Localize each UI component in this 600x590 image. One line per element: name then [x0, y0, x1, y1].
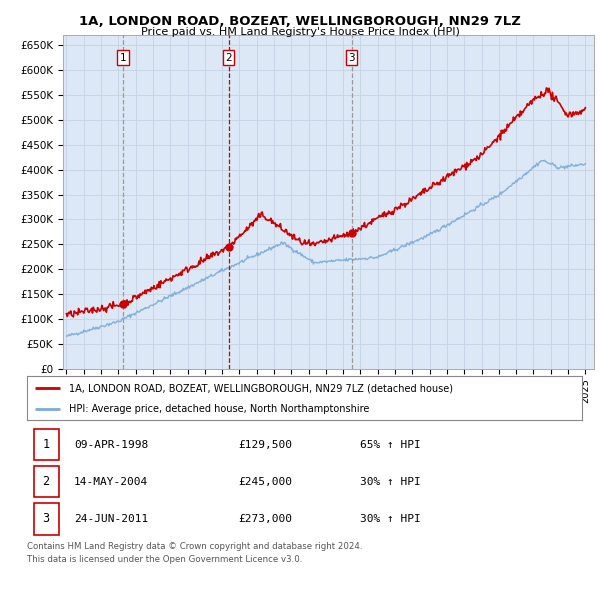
FancyBboxPatch shape — [34, 429, 59, 460]
Text: 1A, LONDON ROAD, BOZEAT, WELLINGBOROUGH, NN29 7LZ (detached house): 1A, LONDON ROAD, BOZEAT, WELLINGBOROUGH,… — [68, 384, 452, 393]
Text: 30% ↑ HPI: 30% ↑ HPI — [360, 477, 421, 487]
Text: 2: 2 — [43, 475, 50, 489]
Text: £273,000: £273,000 — [238, 514, 292, 524]
Text: 2: 2 — [225, 53, 232, 63]
FancyBboxPatch shape — [34, 503, 59, 535]
Text: 30% ↑ HPI: 30% ↑ HPI — [360, 514, 421, 524]
Text: 1: 1 — [120, 53, 127, 63]
Text: 09-APR-1998: 09-APR-1998 — [74, 440, 148, 450]
Text: HPI: Average price, detached house, North Northamptonshire: HPI: Average price, detached house, Nort… — [68, 404, 369, 414]
Text: 24-JUN-2011: 24-JUN-2011 — [74, 514, 148, 524]
Text: Price paid vs. HM Land Registry's House Price Index (HPI): Price paid vs. HM Land Registry's House … — [140, 27, 460, 37]
Text: 1A, LONDON ROAD, BOZEAT, WELLINGBOROUGH, NN29 7LZ: 1A, LONDON ROAD, BOZEAT, WELLINGBOROUGH,… — [79, 15, 521, 28]
Text: This data is licensed under the Open Government Licence v3.0.: This data is licensed under the Open Gov… — [27, 555, 302, 564]
Text: 3: 3 — [348, 53, 355, 63]
FancyBboxPatch shape — [34, 466, 59, 497]
Text: Contains HM Land Registry data © Crown copyright and database right 2024.: Contains HM Land Registry data © Crown c… — [27, 542, 362, 551]
Text: 65% ↑ HPI: 65% ↑ HPI — [360, 440, 421, 450]
Text: £245,000: £245,000 — [238, 477, 292, 487]
Text: £129,500: £129,500 — [238, 440, 292, 450]
Text: 1: 1 — [43, 438, 50, 451]
Text: 3: 3 — [43, 512, 50, 526]
Text: 14-MAY-2004: 14-MAY-2004 — [74, 477, 148, 487]
